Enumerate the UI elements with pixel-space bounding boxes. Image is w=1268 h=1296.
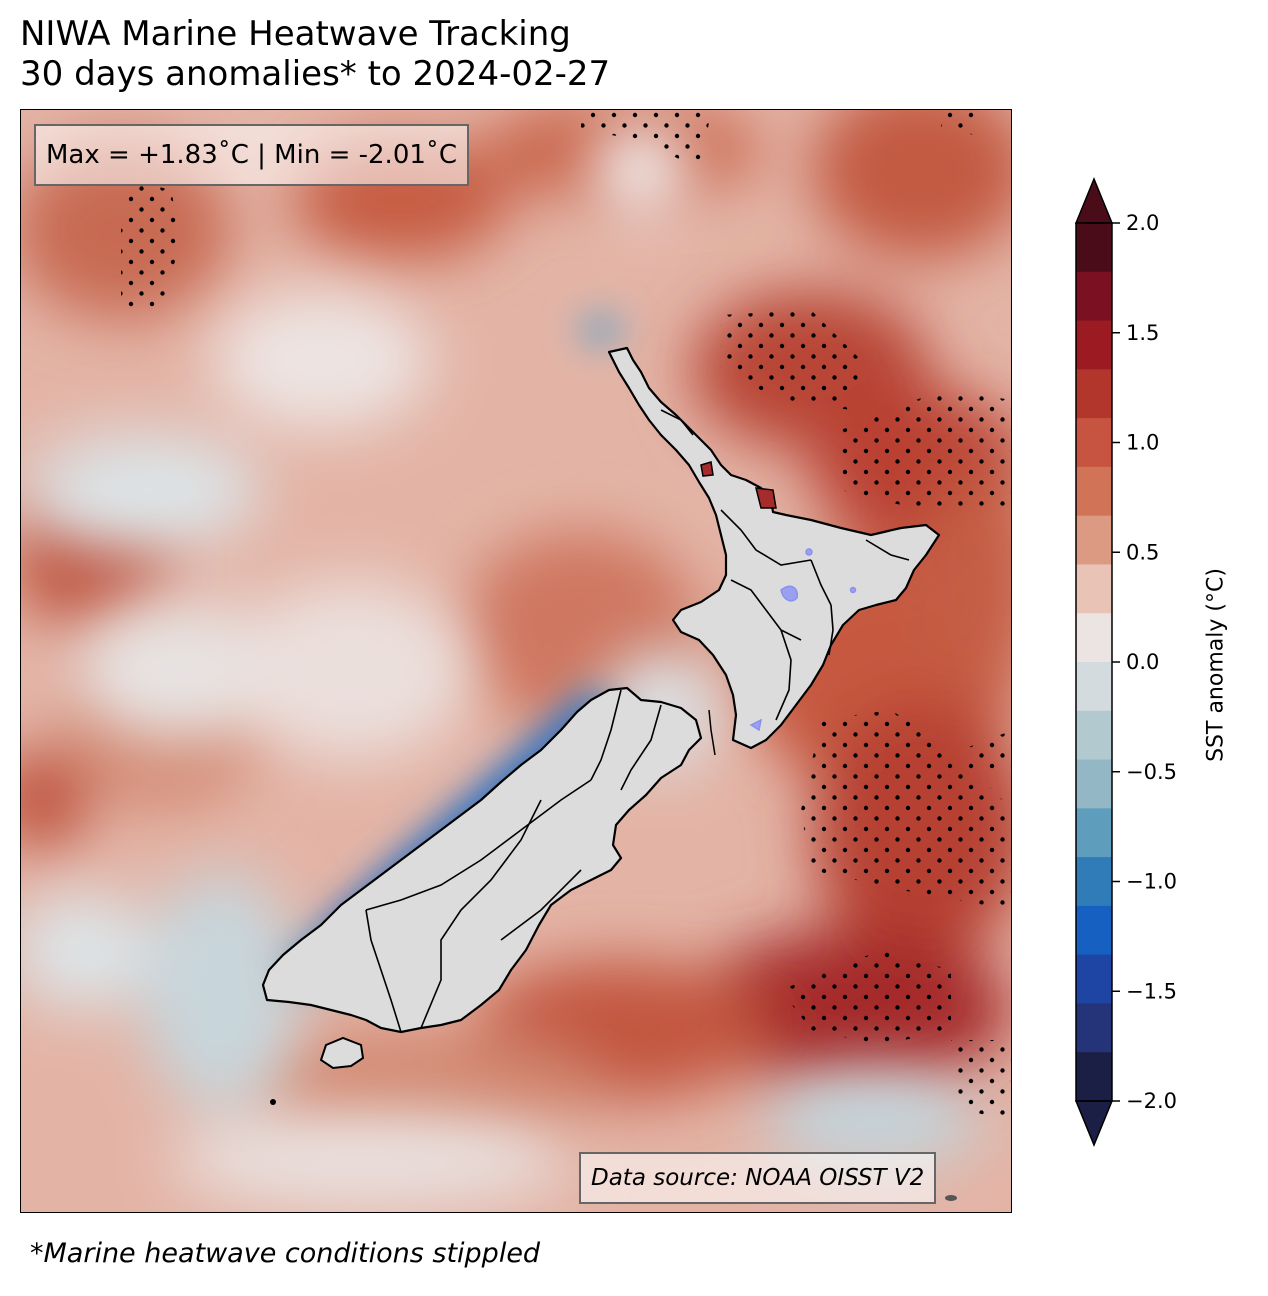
- colorbar-tick-label: −2.0: [1126, 1089, 1177, 1113]
- title-line-2: 30 days anomalies* to 2024-02-27: [20, 54, 611, 94]
- sst-anomaly-map: [21, 110, 1011, 1212]
- colorbar-band: [1076, 418, 1112, 468]
- colorbar-band: [1076, 1052, 1112, 1102]
- colorbar-tick-label: 0.5: [1126, 540, 1159, 564]
- colorbar-band: [1076, 857, 1112, 907]
- colorbar-bands: [1076, 223, 1112, 1102]
- harbour-patch: [755, 487, 777, 509]
- title-line-1: NIWA Marine Heatwave Tracking: [20, 14, 571, 54]
- colorbar: 2.0 1.5 1.0 0.5 0.0 −0.5 −1.0 −1.5 −2.0: [1074, 177, 1177, 1147]
- colorbar-tick-label: −1.5: [1126, 979, 1177, 1003]
- colorbar-label: SST anomaly (°C): [1203, 568, 1229, 762]
- footnote: *Marine heatwave conditions stippled: [30, 1238, 541, 1269]
- small-island: [945, 1195, 957, 1201]
- colorbar-band: [1076, 710, 1112, 761]
- colorbar-tick-label: −1.0: [1126, 870, 1177, 894]
- map-panel[interactable]: [20, 109, 1012, 1213]
- colorbar-ticks: 2.0 1.5 1.0 0.5 0.0 −0.5 −1.0 −1.5 −2.0: [1112, 211, 1177, 1113]
- colorbar-tick-label: 1.5: [1126, 321, 1159, 345]
- colorbar-band: [1076, 905, 1112, 956]
- colorbar-band: [1076, 515, 1112, 566]
- max-min-stats-box: Max = +1.83˚C | Min = -2.01˚C: [34, 124, 470, 186]
- colorbar-band: [1076, 1003, 1112, 1053]
- colorbar-band: [1076, 369, 1112, 419]
- colorbar-tick-label: 1.0: [1126, 431, 1159, 455]
- north-island: [607, 346, 941, 750]
- data-source-box: Data source: NOAA OISST V2: [579, 1152, 937, 1204]
- colorbar-extend-min: [1074, 1100, 1114, 1147]
- colorbar-band: [1076, 954, 1112, 1005]
- coastline-fragment: [708, 709, 716, 756]
- small-island: [270, 1099, 276, 1105]
- colorbar-tick-label: 2.0: [1126, 211, 1159, 235]
- south-island-regions: [365, 689, 662, 1033]
- north-island-regions: [660, 409, 910, 721]
- colorbar-extend-max: [1074, 177, 1114, 224]
- colorbar-band: [1076, 564, 1112, 614]
- colorbar-band: [1076, 320, 1112, 370]
- stewart-island: [319, 1036, 365, 1070]
- colorbar-band: [1076, 466, 1112, 517]
- harbour-patch: [700, 461, 714, 477]
- colorbar-tick-label: −0.5: [1126, 760, 1177, 784]
- colorbar-band: [1076, 808, 1112, 858]
- chart-title: NIWA Marine Heatwave Tracking 30 days an…: [20, 14, 610, 94]
- colorbar-band: [1076, 662, 1112, 712]
- heatwave-stipple: [121, 110, 1011, 1120]
- colorbar-band: [1076, 613, 1112, 663]
- colorbar-band: [1076, 223, 1112, 273]
- colorbar-band: [1076, 271, 1112, 322]
- colorbar-band: [1076, 759, 1112, 809]
- colorbar-tick-label: 0.0: [1126, 650, 1159, 674]
